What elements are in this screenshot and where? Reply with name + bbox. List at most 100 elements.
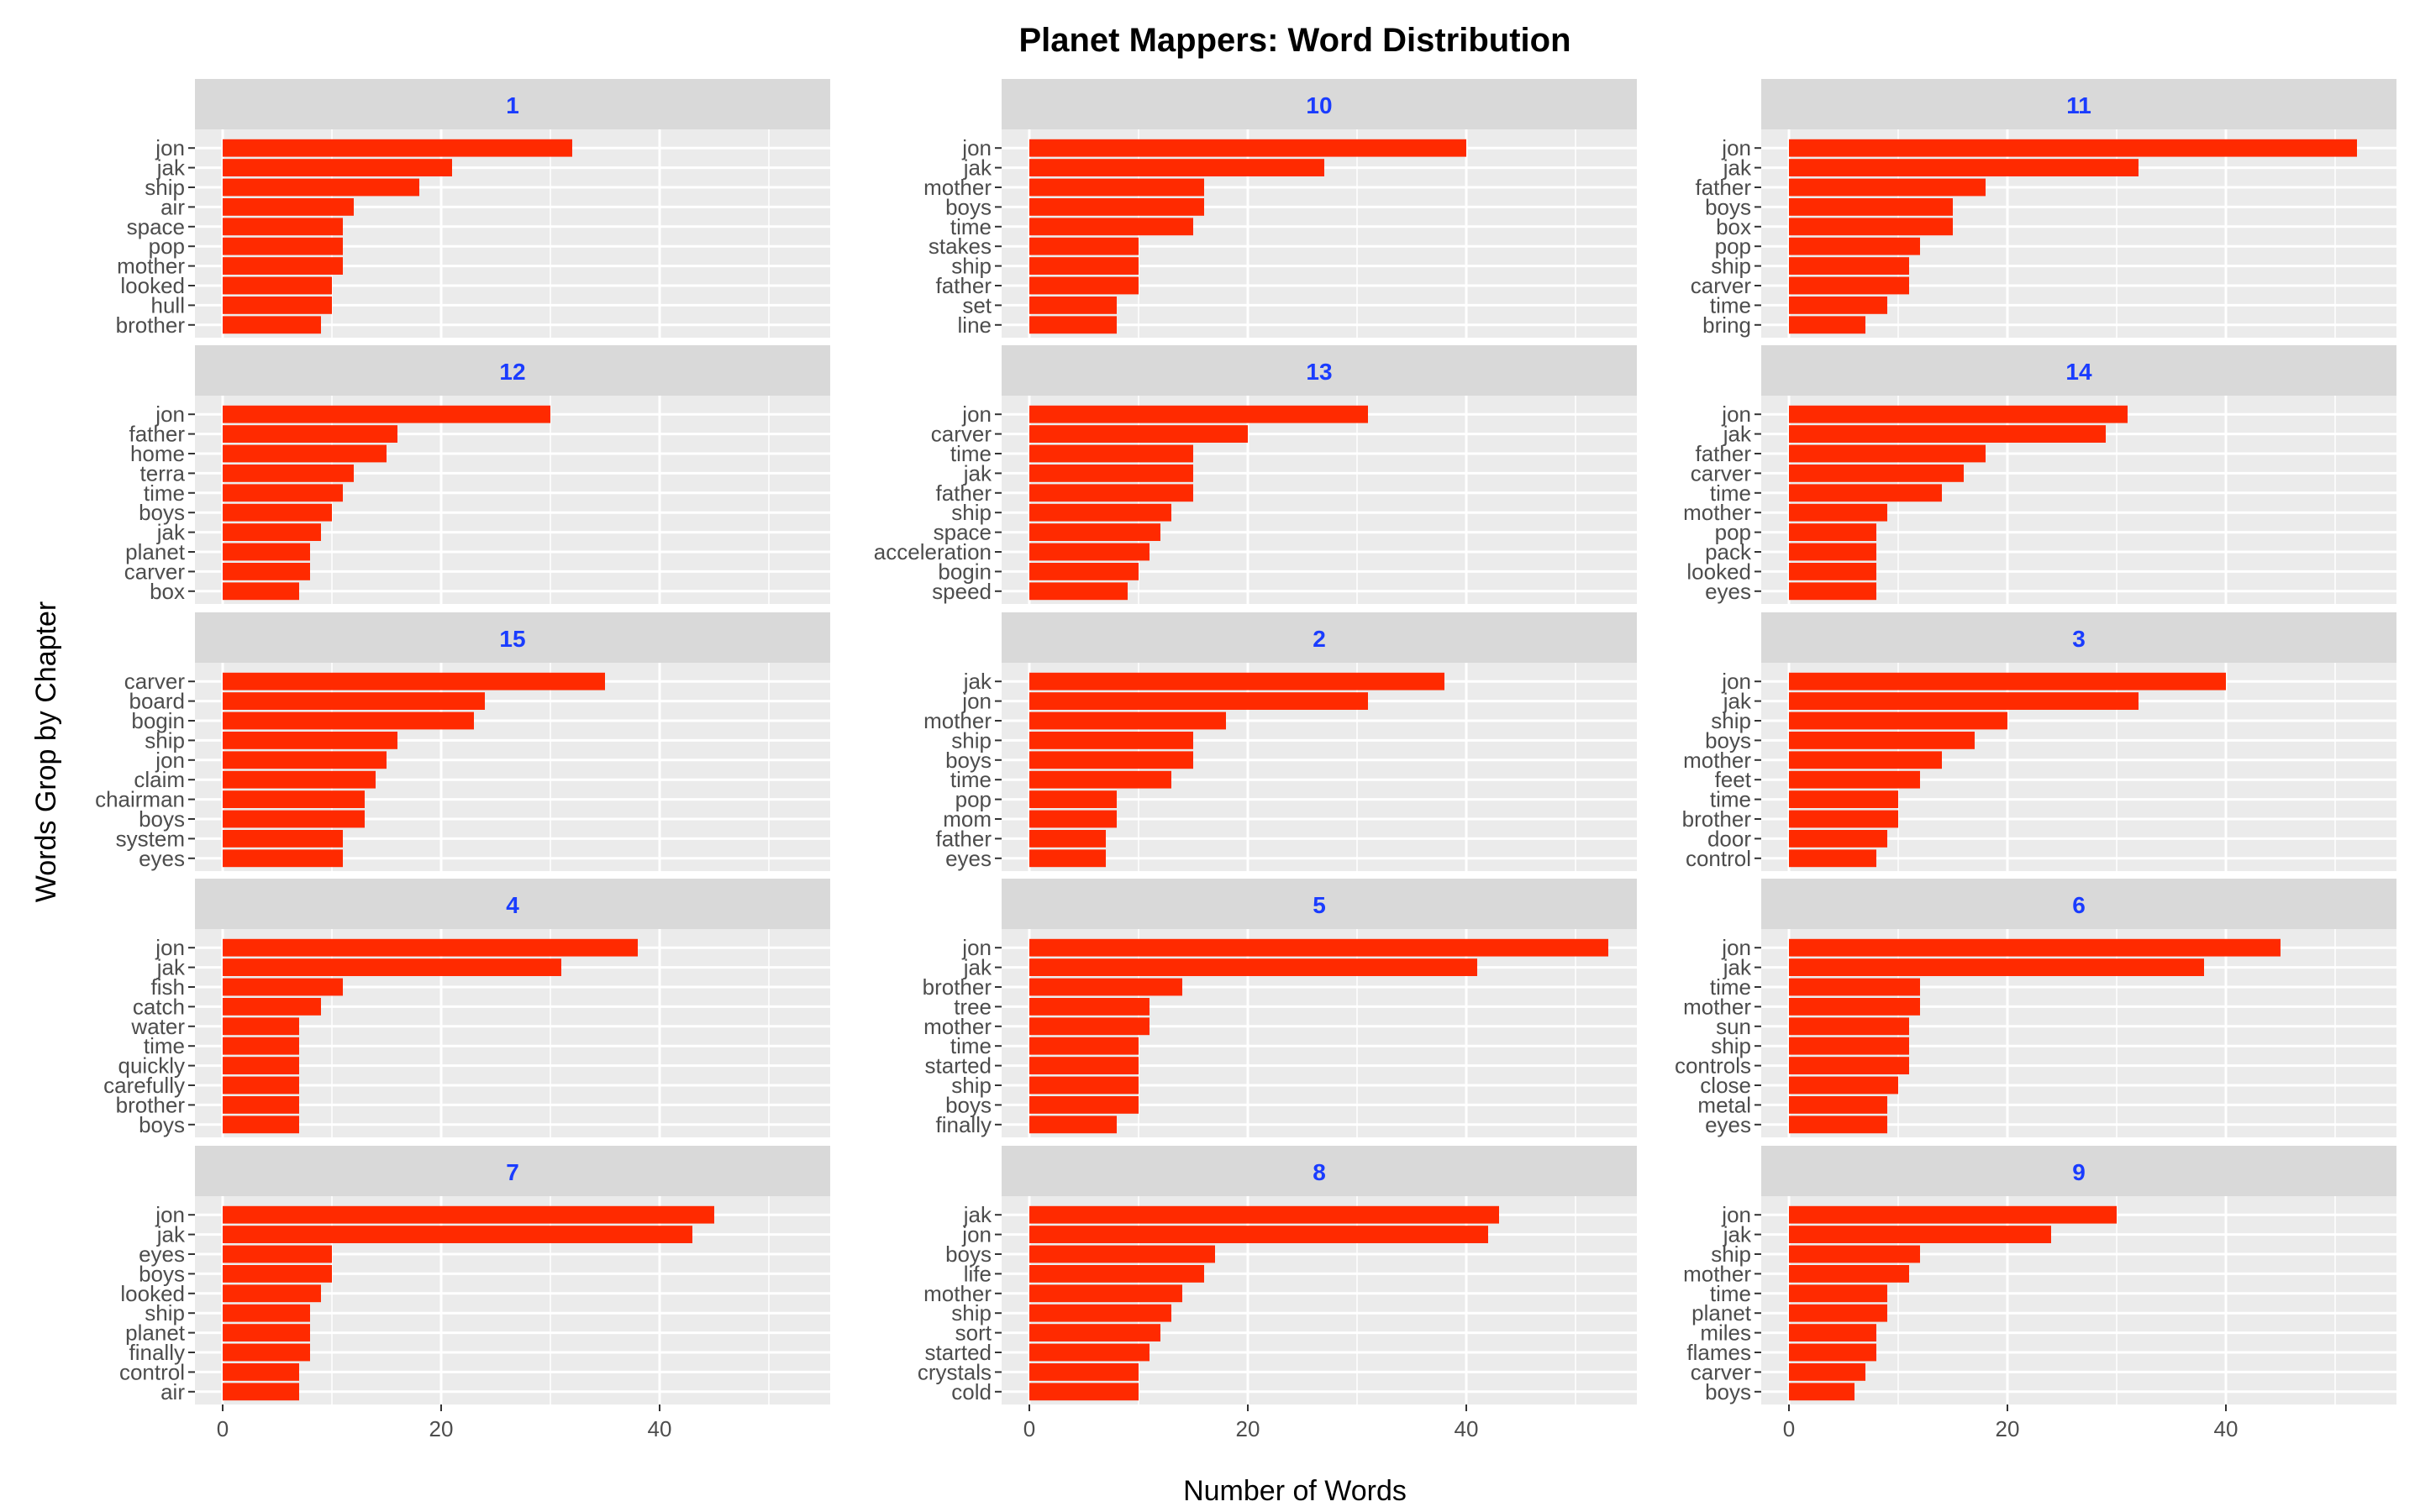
- y-tick-label: jak: [156, 520, 186, 545]
- y-tick-label: jon: [1721, 135, 1751, 160]
- bar: [223, 1304, 310, 1322]
- y-tick-label: air: [160, 1379, 185, 1404]
- y-tick-label: cold: [951, 1379, 992, 1404]
- facet-strip-label: 2: [1313, 626, 1326, 652]
- facet-panel: 4 jonjakfishcatchwatertimequicklycarefull…: [103, 879, 830, 1137]
- y-tick-label: ship: [1711, 254, 1751, 279]
- facet-panel: 9 jonjakshipmothertimeplanetmilesflamesca…: [1683, 1146, 2396, 1441]
- facet-panel: 6 jonjaktimemothersunshipcontrolsclosemet…: [1675, 879, 2396, 1137]
- y-tick-label: board: [129, 689, 186, 714]
- y-tick-label: jon: [961, 935, 992, 960]
- bar: [1789, 1226, 2051, 1243]
- y-tick-label: brother: [923, 974, 992, 1000]
- x-tick-label: 0: [1023, 1416, 1035, 1441]
- facet-strip: [195, 1146, 830, 1196]
- y-tick-label: air: [160, 194, 185, 219]
- bar: [223, 1245, 332, 1263]
- bar: [223, 1343, 310, 1362]
- y-tick-label: planet: [125, 539, 186, 564]
- bar: [1029, 692, 1368, 710]
- bar: [223, 978, 343, 996]
- y-tick-label: water: [130, 1014, 185, 1039]
- bar: [1029, 276, 1139, 295]
- y-tick-label: time: [144, 1033, 185, 1058]
- y-tick-label: miles: [1700, 1320, 1751, 1346]
- y-tick-label: jak: [963, 1202, 992, 1227]
- facet-panels: 1jonjakshipairspacepopmotherlookedhullbr…: [95, 79, 2396, 1441]
- bar: [1789, 484, 1942, 502]
- y-tick-label: time: [1710, 292, 1751, 318]
- facet-strip: [195, 79, 830, 129]
- y-tick-label: planet: [125, 1320, 186, 1346]
- bar: [1789, 692, 2139, 710]
- y-tick-label: control: [1686, 846, 1751, 871]
- bar: [1029, 523, 1160, 541]
- y-tick-label: finally: [936, 1112, 992, 1137]
- y-tick-label: bring: [1702, 312, 1751, 338]
- bar: [1029, 1205, 1499, 1224]
- y-tick-label: jak: [1723, 1222, 1752, 1247]
- facet-strip-label: 6: [2072, 892, 2086, 918]
- y-tick-label: eyes: [945, 846, 992, 871]
- bar: [223, 830, 343, 848]
- bar: [1029, 425, 1248, 443]
- bar: [1789, 1343, 1876, 1362]
- y-tick-label: bogin: [938, 559, 992, 584]
- bar: [1029, 444, 1193, 463]
- y-tick-label: brother: [116, 312, 186, 338]
- y-tick-label: metal: [1697, 1092, 1751, 1117]
- y-tick-label: time: [1710, 480, 1751, 506]
- bar: [1029, 198, 1204, 216]
- y-tick-label: looked: [1686, 559, 1751, 584]
- bar: [1029, 139, 1466, 157]
- y-tick-label: boys: [139, 1112, 185, 1137]
- y-tick-label: carver: [1691, 460, 1752, 486]
- y-tick-label: ship: [951, 1073, 992, 1098]
- bar: [1789, 938, 2281, 957]
- facet-panel: 2 jakjonmothershipboystimepopmomfathereye…: [923, 612, 1637, 871]
- bar: [223, 1265, 332, 1283]
- bar: [1029, 1343, 1150, 1362]
- bar: [1029, 1116, 1117, 1134]
- facet-strip: [1002, 879, 1637, 929]
- y-tick-label: chairman: [95, 787, 185, 812]
- y-tick-label: started: [925, 1053, 992, 1079]
- bar: [1789, 1265, 1909, 1283]
- y-tick-label: sort: [955, 1320, 992, 1346]
- y-tick-label: eyes: [1705, 579, 1751, 604]
- facet-strip-label: 3: [2072, 626, 2086, 652]
- y-tick-label: boys: [1705, 727, 1751, 753]
- bar: [223, 790, 365, 808]
- x-tick-label: 20: [429, 1416, 454, 1441]
- facet-strip: [1761, 612, 2396, 663]
- y-tick-label: jon: [1721, 1202, 1751, 1227]
- y-axis-label: Words Grop by Chapter: [30, 601, 62, 902]
- bar: [1789, 425, 2106, 443]
- y-tick-label: boys: [945, 194, 992, 219]
- bar: [1789, 218, 1953, 236]
- bar: [223, 405, 550, 423]
- bar: [1789, 1245, 1920, 1263]
- facet-strip-label: 4: [506, 892, 519, 918]
- y-tick-label: jak: [1723, 955, 1752, 980]
- bar: [1029, 563, 1139, 580]
- bar: [223, 178, 419, 197]
- facet-strip: [195, 612, 830, 663]
- bar: [1029, 218, 1193, 236]
- y-tick-label: flames: [1686, 1340, 1751, 1365]
- bar: [223, 1226, 692, 1243]
- x-tick-label: 20: [1996, 1416, 2020, 1441]
- y-tick-label: boys: [1705, 194, 1751, 219]
- facet-panel: 3 jonjakshipboysmotherfeettimebrotherdoor…: [1682, 612, 2396, 871]
- y-tick-label: father: [1696, 175, 1752, 200]
- y-tick-label: bogin: [131, 708, 185, 733]
- facet-panel: 13 joncarvertimejakfathershipspaceacceler…: [874, 345, 1637, 604]
- bar: [1029, 790, 1117, 808]
- bar: [1789, 316, 1865, 334]
- x-tick-label: 0: [217, 1416, 229, 1441]
- bar: [1029, 978, 1182, 996]
- bar: [1789, 1116, 1887, 1134]
- y-tick-label: boys: [945, 1242, 992, 1267]
- y-tick-label: father: [936, 480, 992, 506]
- bar: [1029, 178, 1204, 197]
